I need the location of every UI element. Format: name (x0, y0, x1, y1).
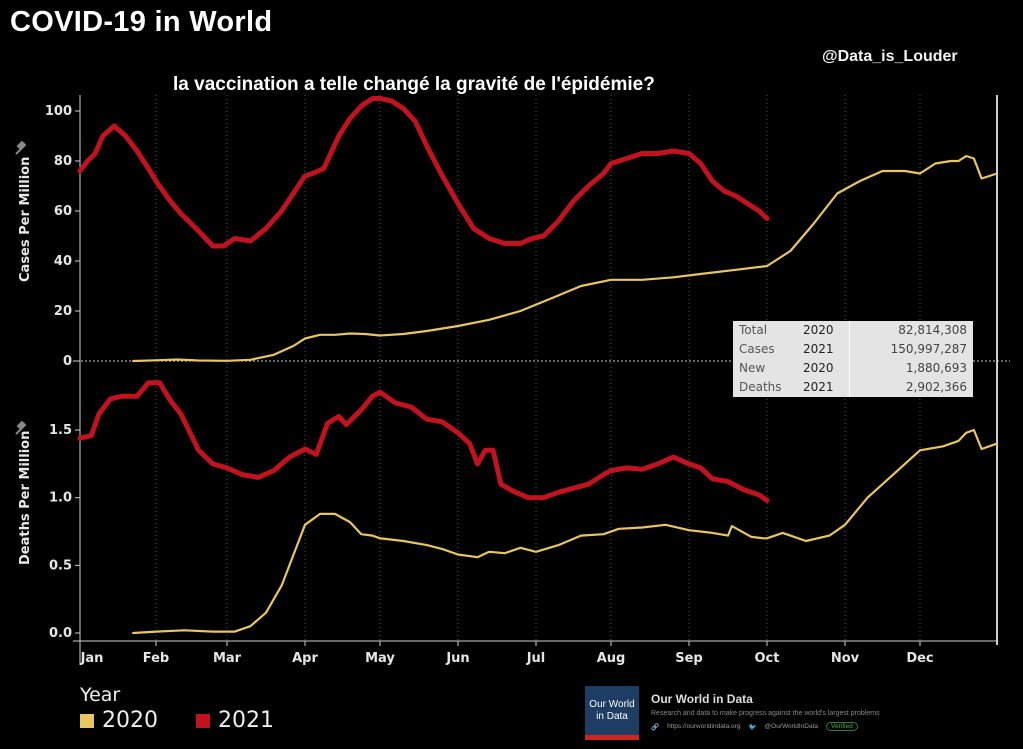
stats-row: Deaths 2021 2,902,366 (733, 378, 973, 397)
series-line-2020-deaths (132, 428, 999, 635)
chart-marks (77, 96, 999, 635)
legend-label: 2020 (102, 708, 158, 733)
x-tick-label: Sep (675, 651, 703, 666)
stats-row: New 2020 1,880,693 (733, 359, 973, 378)
legend-label: 2021 (218, 708, 274, 733)
y-tick-label: 0.5 (49, 558, 72, 573)
stats-year: 2021 (803, 342, 834, 356)
x-tick-label: Aug (597, 651, 626, 666)
stats-value: 2,902,366 (849, 378, 973, 397)
x-tick-label: Jan (80, 651, 104, 666)
y-tick-label: 0.0 (49, 626, 72, 641)
y-tick-label: 1.0 (49, 491, 72, 506)
link-icon: 🔗 (651, 723, 660, 731)
source-url[interactable]: https://ourworldindata.org (667, 723, 741, 730)
y-axis-label-cases: Cases Per Million (18, 157, 33, 282)
author-handle: @Data_is_Louder (822, 48, 958, 65)
legend: Year 2020 2021 (80, 684, 274, 733)
legend-swatch-2021 (196, 713, 210, 728)
x-tick-label: Jun (445, 651, 469, 666)
series-line-2020-cases (132, 154, 999, 363)
verified-badge: Verified (826, 722, 858, 731)
stats-row: Cases 2021 150,997,287 (733, 340, 973, 359)
x-tick-label: May (365, 651, 395, 666)
axes: 0 20 40 60 80 100 0.0 0.5 1.0 1.5 Jan Feb Mar Apr May J… (45, 95, 1010, 666)
x-tick-label: Dec (906, 651, 933, 666)
y-axis-label-deaths: Deaths Per Million (18, 431, 33, 565)
pin-icon[interactable] (15, 420, 27, 435)
y-tick-label: 80 (54, 154, 72, 169)
x-tick-label: Jul (526, 651, 546, 666)
owid-logo: Our World in Data (585, 686, 639, 740)
stats-label: Cases (739, 342, 775, 356)
legend-swatch-2020 (80, 713, 94, 728)
y-tick-label: 60 (54, 204, 72, 219)
logo-text: in Data (596, 711, 628, 722)
x-tick-label: Feb (143, 651, 169, 666)
x-tick-label: Mar (213, 651, 242, 666)
y-tick-label: 0 (63, 354, 72, 369)
stats-label: Total (739, 323, 768, 337)
stats-box: Total 2020 82,814,308 Cases 2021 150,997… (733, 321, 973, 397)
stats-label: Deaths (739, 380, 782, 394)
x-tick-label: Oct (755, 651, 780, 666)
legend-item-2020[interactable]: 2020 (80, 708, 158, 733)
page-title: COVID-19 in World (10, 6, 273, 38)
y-tick-label: 40 (54, 254, 72, 269)
stats-value: 150,997,287 (849, 340, 973, 359)
y-tick-label: 1.5 (49, 423, 72, 438)
stats-value: 1,880,693 (849, 359, 973, 378)
twitter-icon: 🐦 (748, 723, 757, 731)
y-tick-label: 100 (45, 104, 72, 119)
legend-item-2021[interactable]: 2021 (196, 708, 274, 733)
source-description: Research and data to make progress again… (651, 710, 880, 717)
source-credit: Our World in Data Our World in Data Rese… (585, 686, 925, 742)
source-twitter[interactable]: @OurWorldInData (764, 723, 818, 730)
chart-subtitle: la vaccination a telle changé la gravité… (173, 74, 655, 95)
pin-icon[interactable] (15, 140, 27, 155)
x-tick-label: Apr (292, 651, 318, 666)
stats-label: New (739, 361, 766, 375)
series-line-2021-deaths (77, 380, 770, 503)
stats-value: 82,814,308 (849, 321, 973, 340)
y-tick-label: 20 (54, 304, 72, 319)
source-name: Our World in Data (651, 692, 753, 706)
stats-year: 2020 (803, 361, 834, 375)
stats-year: 2020 (803, 323, 834, 337)
series-line-2021-cases (77, 96, 770, 249)
x-tick-label: Nov (831, 651, 860, 666)
logo-text: Our World (589, 699, 635, 710)
stats-year: 2021 (803, 380, 834, 394)
legend-title: Year (80, 684, 121, 706)
stats-row: Total 2020 82,814,308 (733, 321, 973, 340)
